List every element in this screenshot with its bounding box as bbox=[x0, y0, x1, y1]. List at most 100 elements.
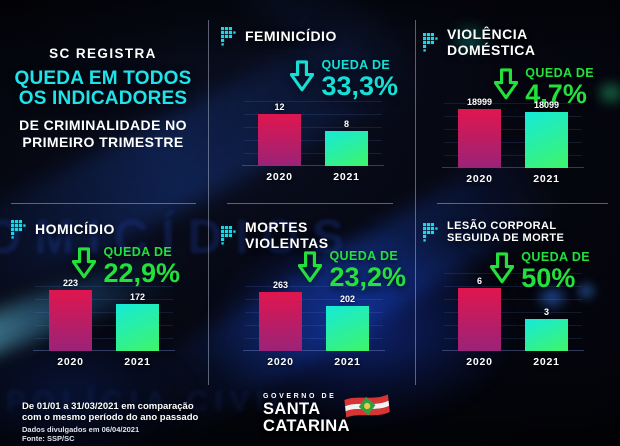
drop-value: 33,3% bbox=[321, 71, 398, 101]
drop-indicator: QUEDA DE 23,2% bbox=[298, 249, 406, 291]
down-arrow-icon bbox=[290, 60, 315, 92]
footer-note-line2: com o mesmo período do ano passado bbox=[22, 411, 199, 423]
divider-vertical bbox=[208, 20, 209, 385]
divider-vertical bbox=[415, 20, 416, 385]
bar-column-2021: 8 2021 bbox=[325, 119, 368, 183]
year-label: 2020 bbox=[267, 356, 294, 368]
panel-title-line: DOMÉSTICA bbox=[447, 41, 536, 58]
divider-horizontal bbox=[11, 203, 196, 204]
year-label: 2021 bbox=[334, 356, 361, 368]
headline-emphasis-line2: OS INDICADORES bbox=[18, 88, 188, 110]
drop-label: QUEDA DE bbox=[103, 245, 173, 259]
bar-2020 bbox=[458, 288, 501, 351]
panel-title-line: LESÃO CORPORAL bbox=[447, 220, 557, 232]
down-arrow-icon bbox=[494, 68, 519, 100]
panel-title: FEMINICÍDIO bbox=[245, 27, 337, 45]
panel-title-line: SEGUIDA DE MORTE bbox=[447, 232, 565, 245]
bar-column-2020: 263 2020 bbox=[259, 280, 302, 368]
panel-header: VIOLÊNCIA DOMÉSTICA bbox=[423, 26, 536, 58]
bar-column-2020: 12 2020 bbox=[258, 102, 301, 183]
panel-title: LESÃO CORPORAL SEGUIDA DE MORTE bbox=[447, 220, 564, 245]
panel-title: VIOLÊNCIA DOMÉSTICA bbox=[447, 26, 536, 58]
bar-value-label: 18999 bbox=[466, 97, 493, 107]
drop-value: 4,7% bbox=[525, 79, 587, 109]
santa-catarina-flag-icon bbox=[344, 394, 390, 418]
bar-2021 bbox=[325, 131, 368, 166]
drop-indicator: QUEDA DE 4,7% bbox=[494, 66, 594, 108]
bar-value-label: 263 bbox=[272, 280, 289, 290]
bar-column-2021: 18099 2021 bbox=[525, 100, 568, 185]
panel-header: FEMINICÍDIO bbox=[221, 27, 337, 46]
drop-indicator: QUEDA DE 33,3% bbox=[290, 58, 398, 100]
year-label: 2021 bbox=[533, 173, 560, 185]
panel-title-line: MORTES bbox=[245, 219, 308, 235]
drop-text: QUEDA DE 23,2% bbox=[329, 249, 406, 291]
drop-text: QUEDA DE 33,3% bbox=[321, 58, 398, 100]
headline-emphasis: QUEDA EM TODOS OS INDICADORES bbox=[0, 67, 206, 110]
headline-post: DE CRIMINALIDADE NO PRIMEIRO TRIMESTRE bbox=[0, 117, 206, 152]
drop-text: QUEDA DE 22,9% bbox=[103, 245, 180, 287]
bar-2021 bbox=[525, 112, 568, 168]
bar-column-2020: 223 2020 bbox=[49, 278, 92, 368]
year-label: 2021 bbox=[124, 356, 151, 368]
bar-value-label: 202 bbox=[339, 294, 356, 304]
panel-title-line: VIOLÊNCIA bbox=[447, 26, 528, 42]
bar-2020 bbox=[259, 292, 302, 351]
year-label: 2021 bbox=[533, 356, 560, 368]
bar-value-label: 8 bbox=[343, 119, 349, 129]
logo-governo-de: GOVERNO DE bbox=[263, 393, 337, 400]
panel-title: MORTES VIOLENTAS bbox=[245, 219, 329, 251]
drop-indicator: QUEDA DE 50% bbox=[490, 250, 590, 292]
bar-chart: 263 2020 202 2021 bbox=[243, 276, 385, 368]
bar-2021 bbox=[116, 304, 159, 351]
year-label: 2020 bbox=[466, 173, 493, 185]
down-arrow-icon bbox=[72, 247, 97, 279]
bar-chart: 6 2020 3 2021 bbox=[442, 272, 584, 368]
headline-block: SC REGISTRA QUEDA EM TODOS OS INDICADORE… bbox=[0, 46, 206, 152]
drop-value: 50% bbox=[521, 263, 576, 293]
bar-2020 bbox=[49, 290, 92, 351]
drop-label: QUEDA DE bbox=[521, 250, 590, 264]
pixel-grid-icon bbox=[221, 226, 236, 245]
bar-2020 bbox=[258, 114, 301, 166]
headline-post-line2: PRIMEIRO TRIMESTRE bbox=[22, 134, 184, 151]
bar-column-2021: 3 2021 bbox=[525, 307, 568, 368]
bar-column-2020: 18999 2020 bbox=[458, 97, 501, 185]
footer-source: Fonte: SSP/SC bbox=[22, 434, 75, 444]
year-label: 2020 bbox=[57, 356, 84, 368]
pixel-grid-icon bbox=[423, 222, 438, 242]
down-arrow-icon bbox=[298, 251, 323, 283]
bar-column-2021: 172 2021 bbox=[116, 292, 159, 368]
drop-value: 22,9% bbox=[103, 258, 180, 288]
panel-title: HOMICÍDIO bbox=[35, 220, 115, 238]
divider-horizontal bbox=[227, 203, 393, 204]
panel-title-line: HOMICÍDIO bbox=[35, 220, 115, 237]
logo-santa: SANTA bbox=[263, 400, 321, 418]
year-label: 2020 bbox=[466, 356, 493, 368]
bar-column-2020: 6 2020 bbox=[458, 276, 501, 368]
bar-chart: 12 2020 8 2021 bbox=[242, 98, 384, 183]
bar-column-2021: 202 2021 bbox=[326, 294, 369, 368]
year-label: 2020 bbox=[266, 171, 293, 183]
pixel-grid-icon bbox=[423, 33, 438, 52]
panel-header: HOMICÍDIO bbox=[11, 220, 115, 239]
panel-lesao-corporal: LESÃO CORPORAL SEGUIDA DE MORTE QUEDA DE… bbox=[412, 205, 620, 385]
drop-text: QUEDA DE 50% bbox=[521, 250, 590, 292]
governo-santa-catarina-logo: GOVERNO DE SANTA CATARINA bbox=[263, 393, 390, 434]
footer-released: Dados divulgados em 06/04/2021 bbox=[22, 424, 140, 434]
panel-title-line: FEMINICÍDIO bbox=[245, 27, 337, 44]
footer-note: De 01/01 a 31/03/2021 em comparação com … bbox=[22, 401, 199, 444]
panel-feminicidio: FEMINICÍDIO QUEDA DE 33,3% 12 2020 8 202 bbox=[210, 10, 410, 202]
down-arrow-icon bbox=[490, 252, 515, 284]
drop-label: QUEDA DE bbox=[525, 66, 594, 80]
bar-value-label: 3 bbox=[543, 307, 549, 317]
bar-value-label: 18099 bbox=[533, 100, 560, 110]
panel-title-line: VIOLENTAS bbox=[245, 234, 329, 251]
headline-emphasis-line1: QUEDA EM TODOS bbox=[14, 67, 192, 89]
headline-pre: SC REGISTRA bbox=[49, 46, 157, 61]
divider-horizontal bbox=[437, 203, 608, 204]
panel-header: LESÃO CORPORAL SEGUIDA DE MORTE bbox=[423, 220, 564, 245]
drop-label: QUEDA DE bbox=[321, 58, 391, 72]
bar-2021 bbox=[525, 319, 568, 351]
